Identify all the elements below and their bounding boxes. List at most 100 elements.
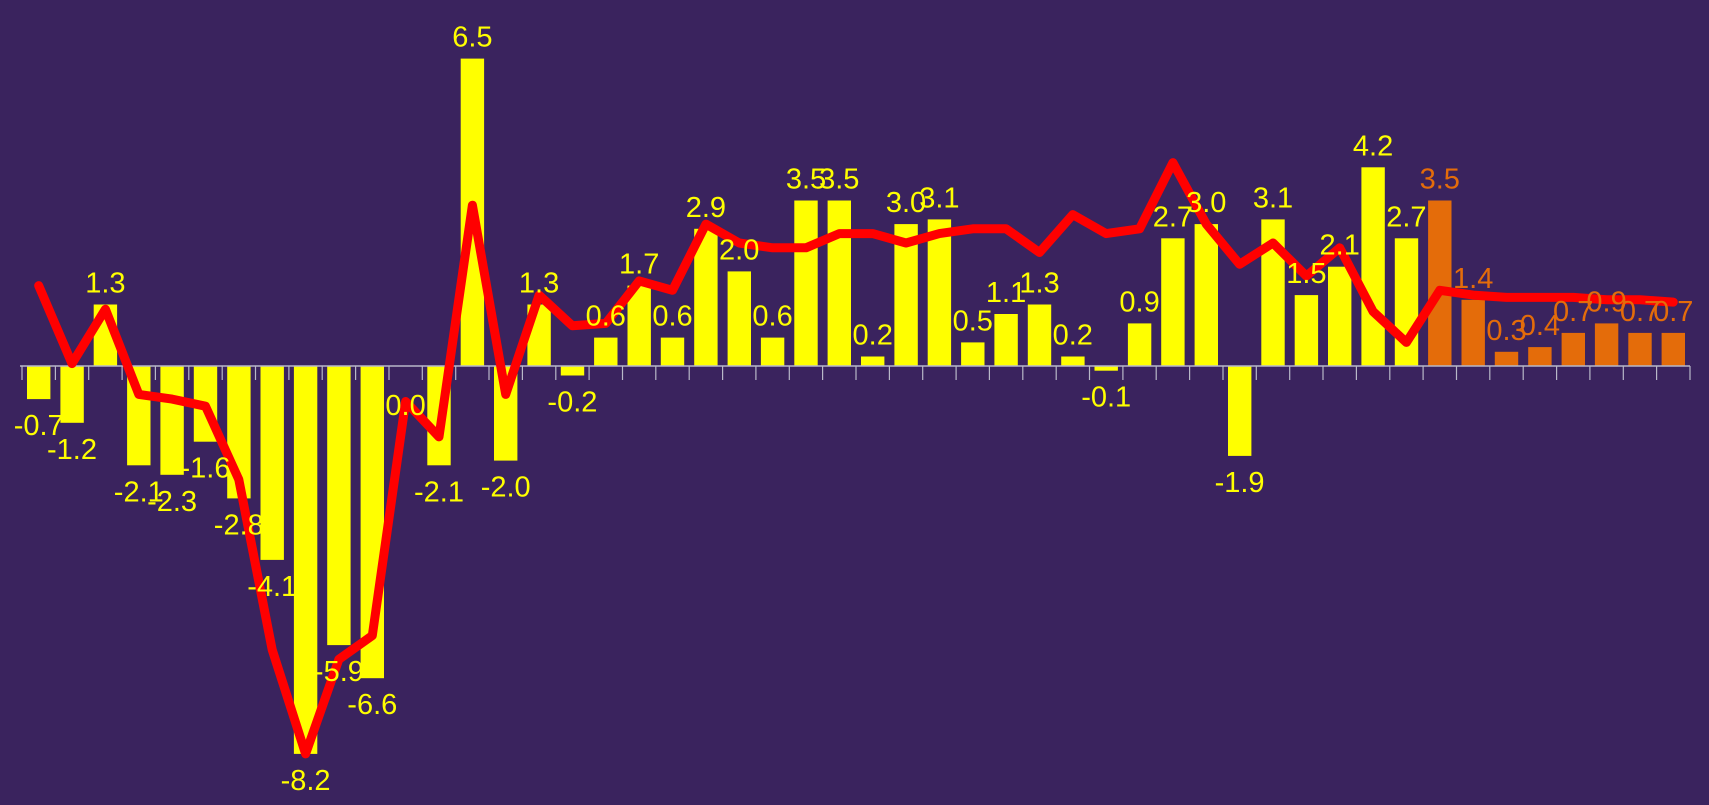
data-label: -1.6 xyxy=(181,453,231,485)
bar xyxy=(160,366,184,475)
data-label: -2.0 xyxy=(481,472,531,504)
data-label: 3.5 xyxy=(1420,164,1460,196)
data-label: 0.6 xyxy=(586,301,626,333)
data-label: 0.7 xyxy=(1553,296,1593,328)
bar xyxy=(927,219,952,366)
data-label: 0.0 xyxy=(385,390,425,422)
forecast-bar xyxy=(1594,323,1619,366)
line-point xyxy=(571,325,573,327)
line-point xyxy=(1339,247,1341,249)
data-label: -6.6 xyxy=(347,689,397,721)
line-point xyxy=(1205,223,1207,225)
data-label: -5.9 xyxy=(314,656,364,688)
bar xyxy=(1194,224,1218,366)
line-point xyxy=(1305,275,1307,277)
data-label: 4.2 xyxy=(1353,130,1393,162)
series-line xyxy=(34,158,1678,759)
forecast-bar xyxy=(1461,299,1485,366)
data-label: 0.2 xyxy=(1053,320,1093,352)
bar xyxy=(560,366,585,376)
line-point xyxy=(538,294,540,296)
line-point xyxy=(271,649,273,651)
data-label: 0.9 xyxy=(1586,286,1626,318)
line-point xyxy=(1139,228,1141,230)
line-point xyxy=(638,280,640,282)
data-label: 0.6 xyxy=(652,301,692,333)
bar xyxy=(627,285,651,366)
data-label: 6.5 xyxy=(452,22,492,54)
bar xyxy=(861,356,885,366)
line-point xyxy=(1239,263,1241,265)
bar xyxy=(961,342,985,366)
forecast-bar xyxy=(1561,332,1585,366)
bar xyxy=(1161,238,1185,366)
forecast-bar xyxy=(1628,332,1652,366)
line-point xyxy=(238,479,240,480)
data-label: 0.7 xyxy=(1653,296,1693,328)
data-labels-layer: -0.7-1.21.3-2.1-2.3-1.6-2.8-4.1-8.2-5.9-… xyxy=(14,22,1694,797)
data-label: -0.7 xyxy=(14,410,64,442)
line-point xyxy=(71,363,73,365)
line-point xyxy=(1272,242,1274,244)
bar xyxy=(293,366,318,754)
line-point xyxy=(1472,294,1474,296)
bar xyxy=(1061,356,1085,366)
data-label: 3.1 xyxy=(1253,182,1293,214)
line-point xyxy=(705,223,707,225)
line-point xyxy=(1639,299,1641,301)
line-point xyxy=(505,393,507,395)
data-label: 1.7 xyxy=(619,249,659,281)
forecast-bar xyxy=(1494,351,1519,366)
data-label: -0.1 xyxy=(1081,382,1131,414)
bar xyxy=(1361,167,1385,366)
data-label: 3.0 xyxy=(1186,187,1226,219)
bar xyxy=(1228,366,1252,456)
data-label: 1.3 xyxy=(1019,268,1059,300)
bar xyxy=(1328,266,1352,366)
bar xyxy=(1127,323,1152,366)
data-label: 0.9 xyxy=(1119,286,1159,318)
data-label: 1.1 xyxy=(986,277,1026,309)
data-label: 2.1 xyxy=(1320,230,1360,262)
data-label: -0.2 xyxy=(547,387,597,419)
data-label: -2.8 xyxy=(214,509,264,541)
forecast-bar xyxy=(1661,332,1685,366)
bar xyxy=(660,337,685,366)
data-label: -2.1 xyxy=(414,476,464,508)
line-point xyxy=(1005,228,1007,230)
line-point xyxy=(838,233,840,235)
data-label: -1.9 xyxy=(1215,467,1265,499)
line-point xyxy=(305,753,307,755)
bar xyxy=(1027,304,1052,366)
bar xyxy=(994,314,1018,366)
line-point xyxy=(1372,311,1374,313)
bar xyxy=(827,200,851,366)
data-label: 0.7 xyxy=(1620,296,1660,328)
data-label: 2.9 xyxy=(686,192,726,224)
bar xyxy=(1294,295,1319,366)
line-point xyxy=(805,247,807,249)
line-point xyxy=(371,635,373,637)
line-layer xyxy=(34,158,1678,759)
line-point xyxy=(104,308,106,310)
line-point xyxy=(471,204,473,206)
line-point xyxy=(38,285,40,287)
forecast-bar xyxy=(1428,200,1452,366)
line-point xyxy=(1105,233,1107,235)
data-label: 3.0 xyxy=(886,187,926,219)
line-point xyxy=(438,436,440,438)
data-label: -8.2 xyxy=(281,765,331,797)
bar xyxy=(1261,219,1285,366)
data-label: 0.4 xyxy=(1520,310,1560,342)
data-label: -2.1 xyxy=(114,476,164,508)
data-label: 2.7 xyxy=(1153,201,1193,233)
line-point xyxy=(1506,296,1507,298)
line-point xyxy=(1606,299,1608,301)
bar xyxy=(27,366,51,400)
line-point xyxy=(1439,289,1441,291)
line-point xyxy=(1539,296,1541,298)
line-point xyxy=(738,242,740,244)
